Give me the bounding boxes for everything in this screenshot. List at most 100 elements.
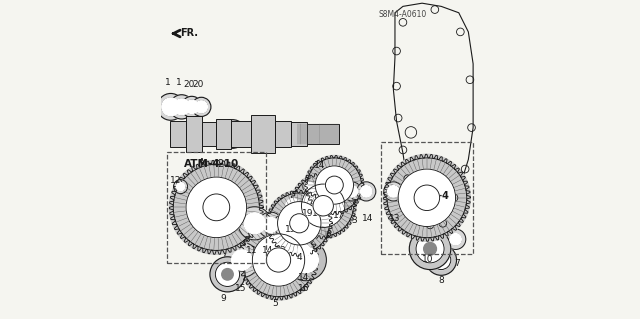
Text: 15: 15 bbox=[285, 225, 296, 234]
Bar bbox=[202, 122, 216, 146]
Circle shape bbox=[388, 186, 399, 197]
Bar bbox=[216, 119, 230, 149]
Text: 20: 20 bbox=[183, 80, 195, 89]
Text: ATM-4-10: ATM-4-10 bbox=[184, 159, 239, 169]
Text: 19: 19 bbox=[321, 209, 333, 218]
Circle shape bbox=[450, 234, 461, 245]
Circle shape bbox=[426, 245, 456, 275]
Bar bbox=[186, 116, 202, 152]
Text: 14: 14 bbox=[262, 246, 274, 255]
Circle shape bbox=[177, 182, 185, 191]
Circle shape bbox=[312, 180, 326, 194]
Circle shape bbox=[185, 100, 198, 114]
Circle shape bbox=[383, 154, 470, 241]
Circle shape bbox=[286, 199, 300, 213]
Circle shape bbox=[223, 125, 241, 143]
Circle shape bbox=[316, 182, 323, 191]
Text: S8M4-A0610: S8M4-A0610 bbox=[379, 10, 427, 19]
Circle shape bbox=[186, 177, 246, 238]
Circle shape bbox=[218, 120, 246, 148]
Text: 8: 8 bbox=[438, 276, 444, 285]
Circle shape bbox=[303, 180, 317, 194]
Circle shape bbox=[445, 229, 466, 249]
Bar bbox=[230, 121, 252, 147]
Circle shape bbox=[170, 95, 194, 119]
Circle shape bbox=[342, 182, 362, 201]
Text: ATM-4: ATM-4 bbox=[416, 191, 449, 201]
Circle shape bbox=[313, 196, 333, 216]
Circle shape bbox=[210, 257, 245, 292]
Circle shape bbox=[398, 169, 456, 226]
Text: 14: 14 bbox=[298, 273, 310, 282]
Bar bbox=[291, 122, 307, 146]
Circle shape bbox=[221, 269, 233, 280]
Text: 10: 10 bbox=[422, 256, 433, 264]
Circle shape bbox=[157, 93, 184, 120]
Circle shape bbox=[294, 240, 314, 261]
Circle shape bbox=[431, 250, 451, 270]
Circle shape bbox=[290, 214, 309, 233]
Circle shape bbox=[181, 96, 202, 117]
Text: 9: 9 bbox=[221, 294, 227, 303]
Text: 2: 2 bbox=[218, 159, 223, 169]
Circle shape bbox=[356, 182, 376, 201]
Bar bbox=[381, 142, 473, 254]
Circle shape bbox=[424, 242, 436, 255]
Text: 14: 14 bbox=[362, 214, 373, 223]
Text: 3: 3 bbox=[351, 216, 357, 225]
Text: 11: 11 bbox=[246, 246, 257, 255]
Text: 12: 12 bbox=[170, 176, 182, 185]
Circle shape bbox=[384, 182, 403, 201]
Circle shape bbox=[252, 234, 305, 286]
Bar bbox=[167, 152, 266, 263]
Circle shape bbox=[360, 186, 372, 197]
Text: 15: 15 bbox=[234, 284, 246, 293]
Circle shape bbox=[216, 262, 239, 286]
Circle shape bbox=[278, 219, 291, 231]
Circle shape bbox=[238, 207, 271, 240]
Circle shape bbox=[293, 247, 319, 273]
Circle shape bbox=[316, 166, 353, 204]
Circle shape bbox=[232, 250, 252, 270]
Circle shape bbox=[278, 202, 321, 245]
Circle shape bbox=[290, 173, 356, 239]
Text: 5: 5 bbox=[272, 299, 278, 308]
Bar bbox=[252, 115, 275, 153]
Text: 16: 16 bbox=[298, 284, 310, 293]
Text: 19: 19 bbox=[302, 209, 314, 218]
Bar bbox=[307, 124, 339, 144]
Circle shape bbox=[273, 214, 295, 236]
Text: FR.: FR. bbox=[180, 28, 198, 39]
Circle shape bbox=[266, 248, 291, 272]
Circle shape bbox=[301, 184, 345, 227]
Circle shape bbox=[416, 235, 444, 263]
Circle shape bbox=[436, 256, 445, 264]
Circle shape bbox=[281, 194, 305, 218]
Circle shape bbox=[414, 185, 440, 211]
Text: 1: 1 bbox=[164, 78, 170, 87]
Circle shape bbox=[305, 155, 364, 215]
Text: 14: 14 bbox=[314, 161, 326, 170]
Circle shape bbox=[192, 97, 211, 116]
Circle shape bbox=[170, 160, 263, 254]
Bar bbox=[275, 121, 291, 147]
Text: 17: 17 bbox=[333, 211, 344, 220]
Text: 19: 19 bbox=[312, 209, 323, 218]
Circle shape bbox=[346, 186, 358, 197]
Circle shape bbox=[298, 244, 310, 256]
Circle shape bbox=[263, 217, 278, 233]
Circle shape bbox=[173, 99, 189, 115]
Circle shape bbox=[285, 239, 326, 281]
Circle shape bbox=[239, 220, 319, 300]
Circle shape bbox=[173, 180, 188, 194]
Circle shape bbox=[195, 101, 207, 113]
Bar bbox=[170, 121, 186, 147]
Circle shape bbox=[322, 180, 336, 194]
Circle shape bbox=[224, 242, 259, 278]
Circle shape bbox=[266, 190, 332, 256]
Text: 6: 6 bbox=[325, 230, 331, 239]
Circle shape bbox=[203, 194, 230, 221]
Text: 1: 1 bbox=[175, 78, 181, 87]
Text: 7: 7 bbox=[454, 259, 460, 268]
Circle shape bbox=[410, 228, 451, 270]
